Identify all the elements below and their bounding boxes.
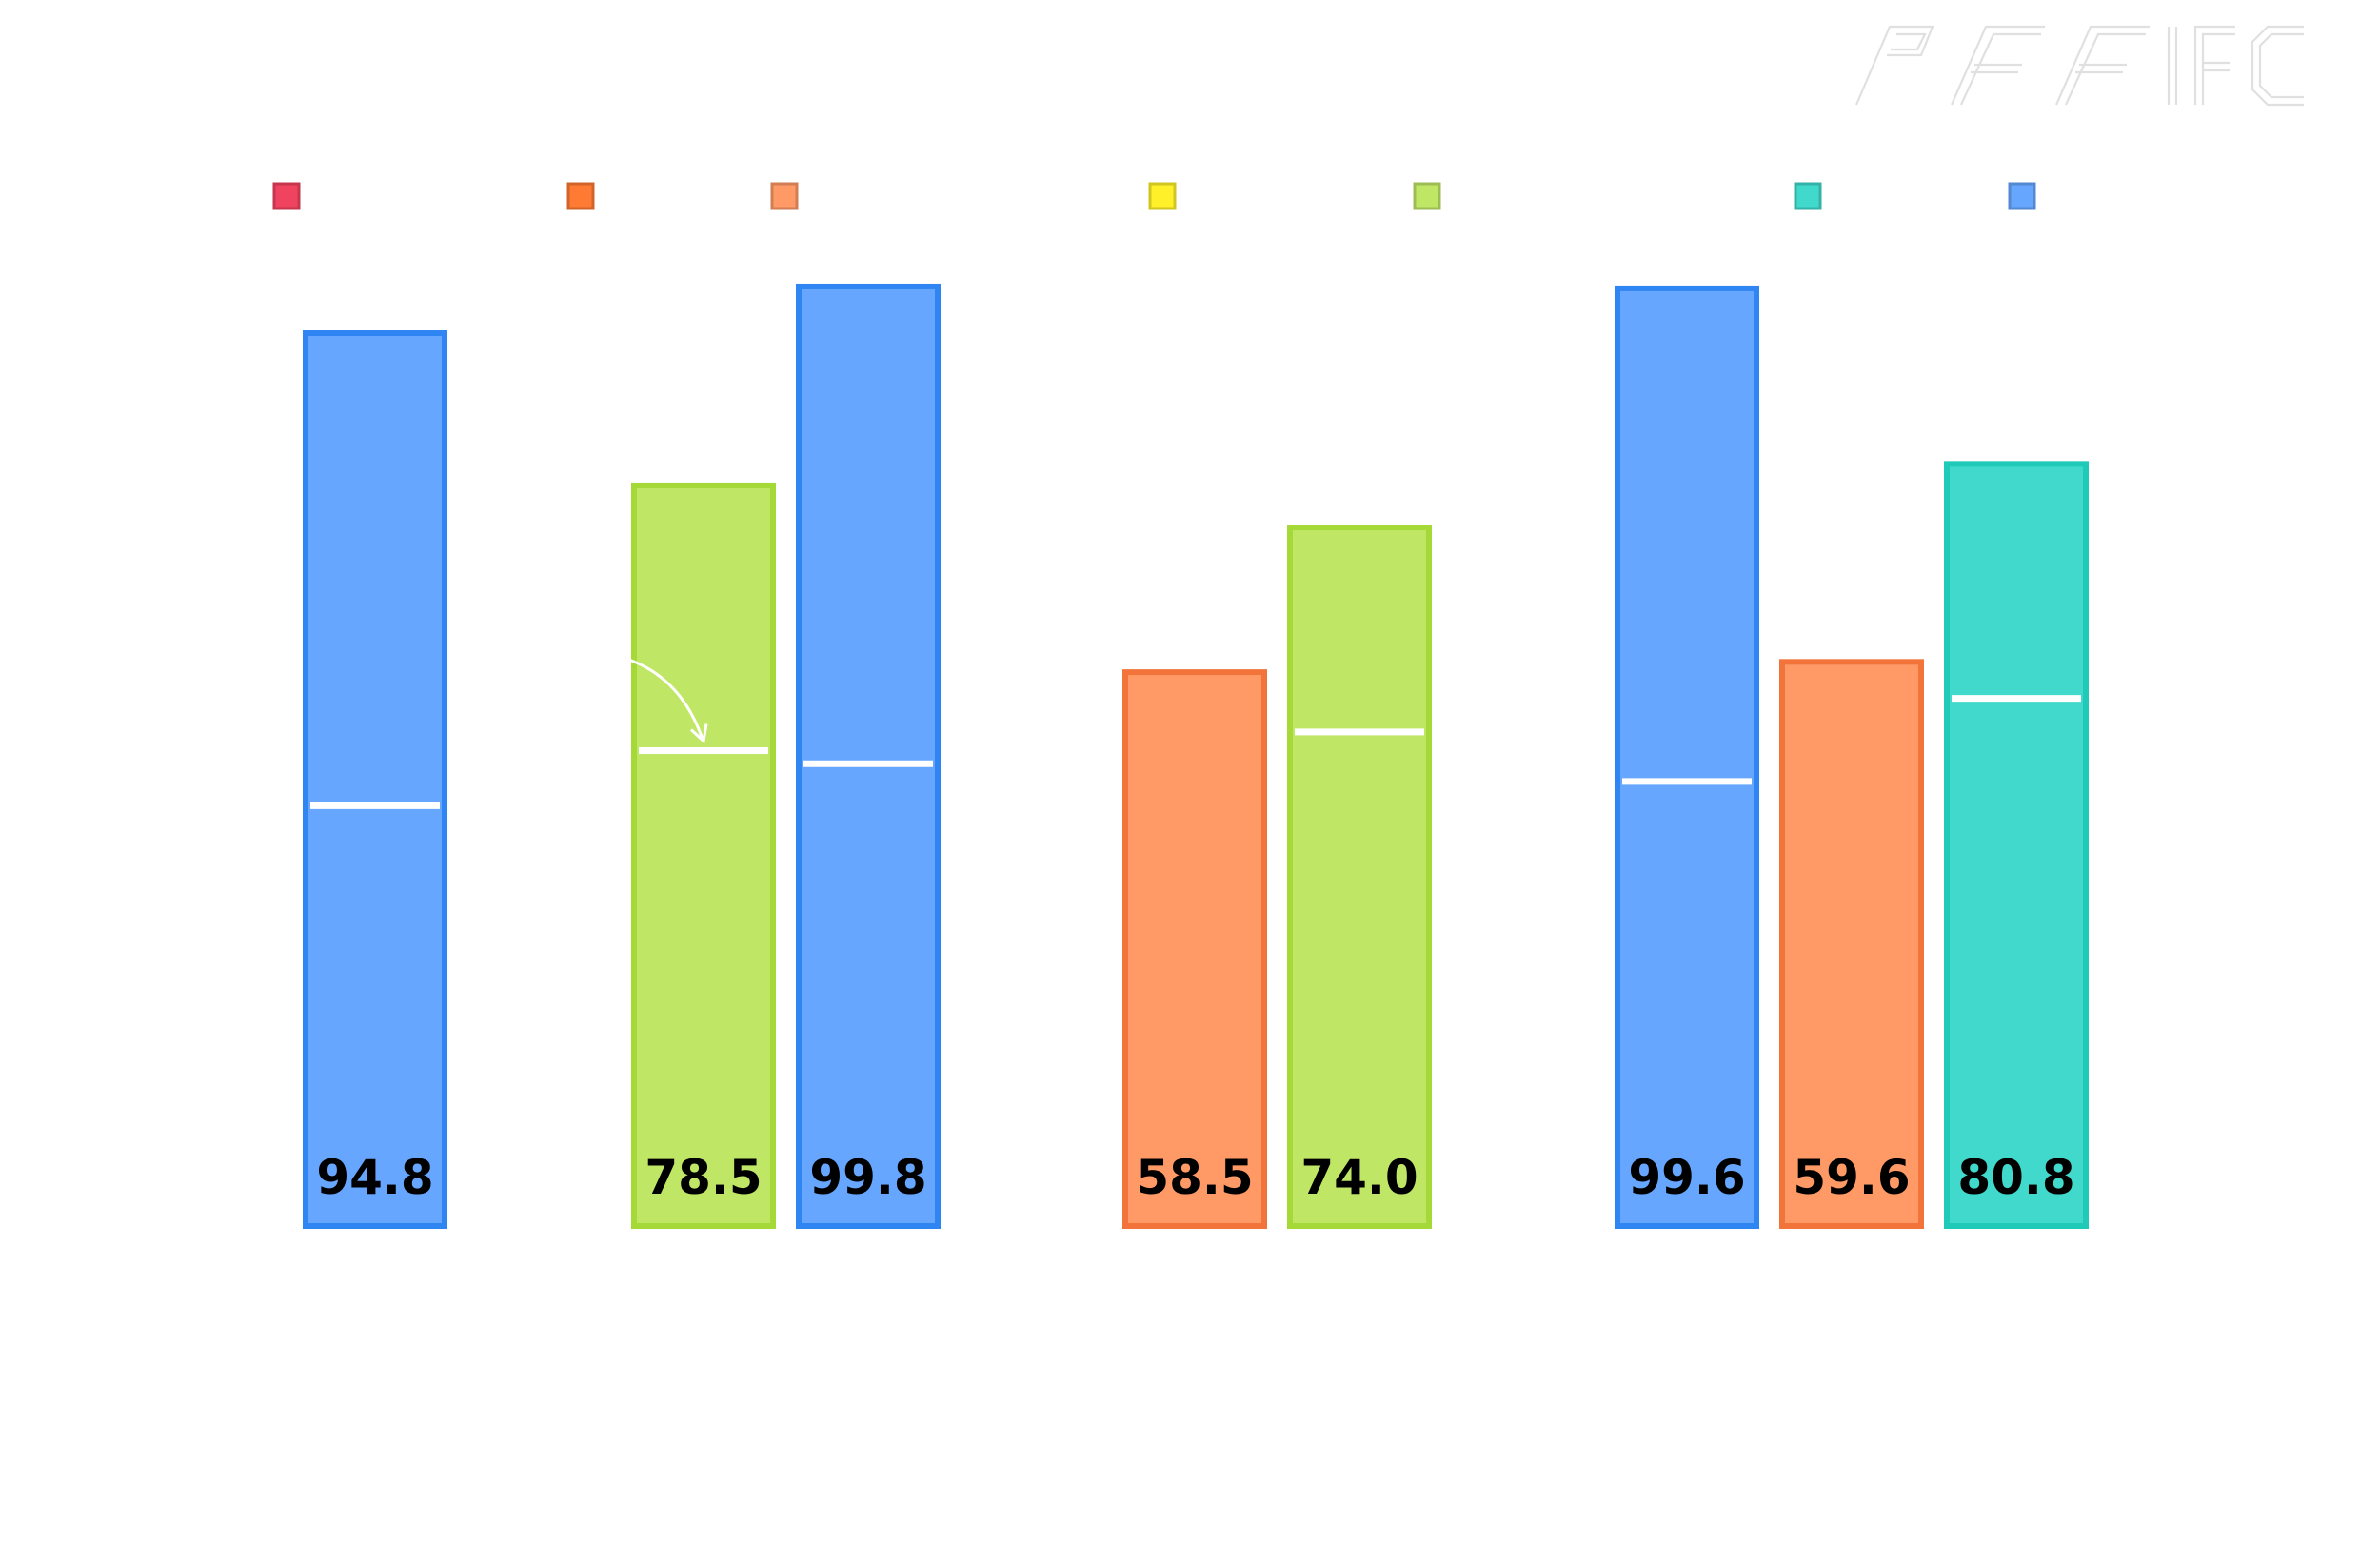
- bar: [1944, 461, 2089, 1229]
- bar: [796, 283, 941, 1230]
- legend-swatch: [1413, 182, 1441, 210]
- bar: [631, 482, 776, 1230]
- annotation-arrow: [629, 659, 704, 741]
- legend-swatch: [272, 182, 301, 210]
- legend-swatch: [1794, 182, 1822, 210]
- pff-fc-logo: [1854, 25, 2304, 107]
- legend-swatch: [2008, 182, 2036, 210]
- bars-area: 94.8 78.5 99.8 58.5 74.0 99.6 59.6 80.8: [303, 283, 2089, 1230]
- bar: [1779, 659, 1924, 1229]
- bar-value-label: 99.6: [1628, 1150, 1745, 1205]
- bar: [1122, 669, 1267, 1229]
- legend-swatch: [1148, 182, 1177, 210]
- annotation-arrowhead: [689, 723, 708, 744]
- legend-swatch: [566, 182, 595, 210]
- bar: [1287, 525, 1432, 1229]
- bar-value-label: 59.6: [1793, 1150, 1910, 1205]
- bar-value-label: 99.8: [809, 1150, 926, 1205]
- legend: [272, 182, 2036, 210]
- bar-value-label: 94.8: [316, 1150, 433, 1205]
- bar: [303, 330, 447, 1229]
- bar-value-label: 74.0: [1300, 1150, 1418, 1205]
- bar-value-label: 80.8: [1957, 1150, 2074, 1205]
- bar-value-label: 78.5: [645, 1150, 762, 1205]
- bar-value-label: 58.5: [1136, 1150, 1253, 1205]
- legend-swatch: [770, 182, 799, 210]
- bar: [1615, 285, 1759, 1229]
